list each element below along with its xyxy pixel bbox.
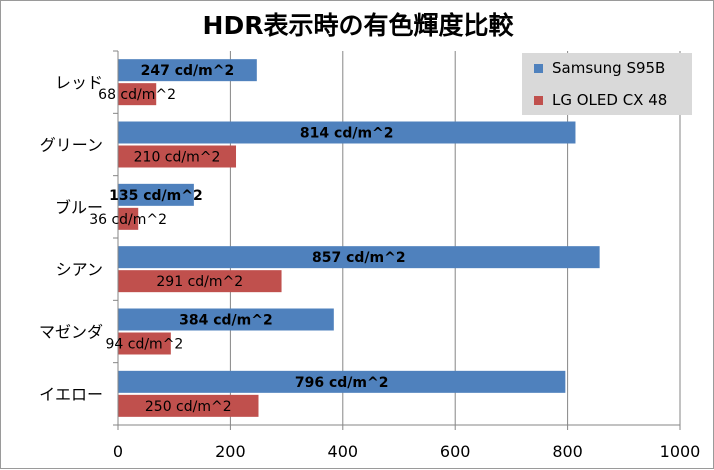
legend: Samsung S95B LG OLED CX 48 — [522, 53, 692, 115]
bar — [118, 59, 257, 82]
bar — [118, 270, 282, 293]
x-tick-label: 600 — [440, 442, 471, 461]
x-tick-label: 800 — [552, 442, 583, 461]
bar — [118, 207, 139, 230]
data-label: 36 cd/m^2 — [89, 212, 167, 228]
category-label: シアン — [56, 260, 103, 279]
legend-label: Samsung S95B — [552, 59, 665, 77]
x-tick-label: 200 — [215, 442, 246, 461]
axes — [113, 50, 681, 430]
legend-box — [522, 53, 692, 115]
bar — [118, 308, 334, 331]
x-tick-label: 1000 — [660, 442, 701, 461]
category-label: イエロー — [39, 385, 103, 404]
bar — [118, 145, 237, 168]
chart-title: HDR表示時の有色輝度比較 — [203, 11, 515, 40]
data-label: 857 cd/m^2 — [312, 250, 406, 266]
x-tick-label: 0 — [113, 442, 123, 461]
data-label: 247 cd/m^2 — [141, 63, 235, 79]
x-tick-label: 400 — [328, 442, 359, 461]
legend-swatch — [534, 64, 543, 73]
category-label: レッド — [55, 73, 103, 92]
legend-label: LG OLED CX 48 — [552, 91, 667, 109]
data-label: 94 cd/m^2 — [105, 337, 183, 353]
data-label: 210 cd/m^2 — [134, 150, 221, 166]
bars — [118, 59, 600, 417]
bar — [118, 121, 576, 144]
category-label: マゼンダ — [39, 323, 103, 342]
bar — [118, 370, 566, 393]
data-label: 291 cd/m^2 — [156, 274, 243, 290]
bar — [118, 246, 600, 269]
bar — [118, 83, 157, 106]
data-label: 814 cd/m^2 — [300, 126, 394, 142]
bar — [118, 394, 259, 417]
legend-swatch — [534, 96, 543, 105]
bar — [118, 332, 171, 355]
data-label: 250 cd/m^2 — [145, 399, 232, 415]
category-label: グリーン — [40, 136, 103, 155]
data-label: 68 cd/m^2 — [98, 87, 176, 103]
data-label: 796 cd/m^2 — [295, 375, 389, 391]
bar — [118, 183, 194, 206]
category-label: ブルー — [55, 198, 103, 217]
data-label: 135 cd/m^2 — [109, 188, 203, 204]
data-label: 384 cd/m^2 — [179, 313, 273, 329]
